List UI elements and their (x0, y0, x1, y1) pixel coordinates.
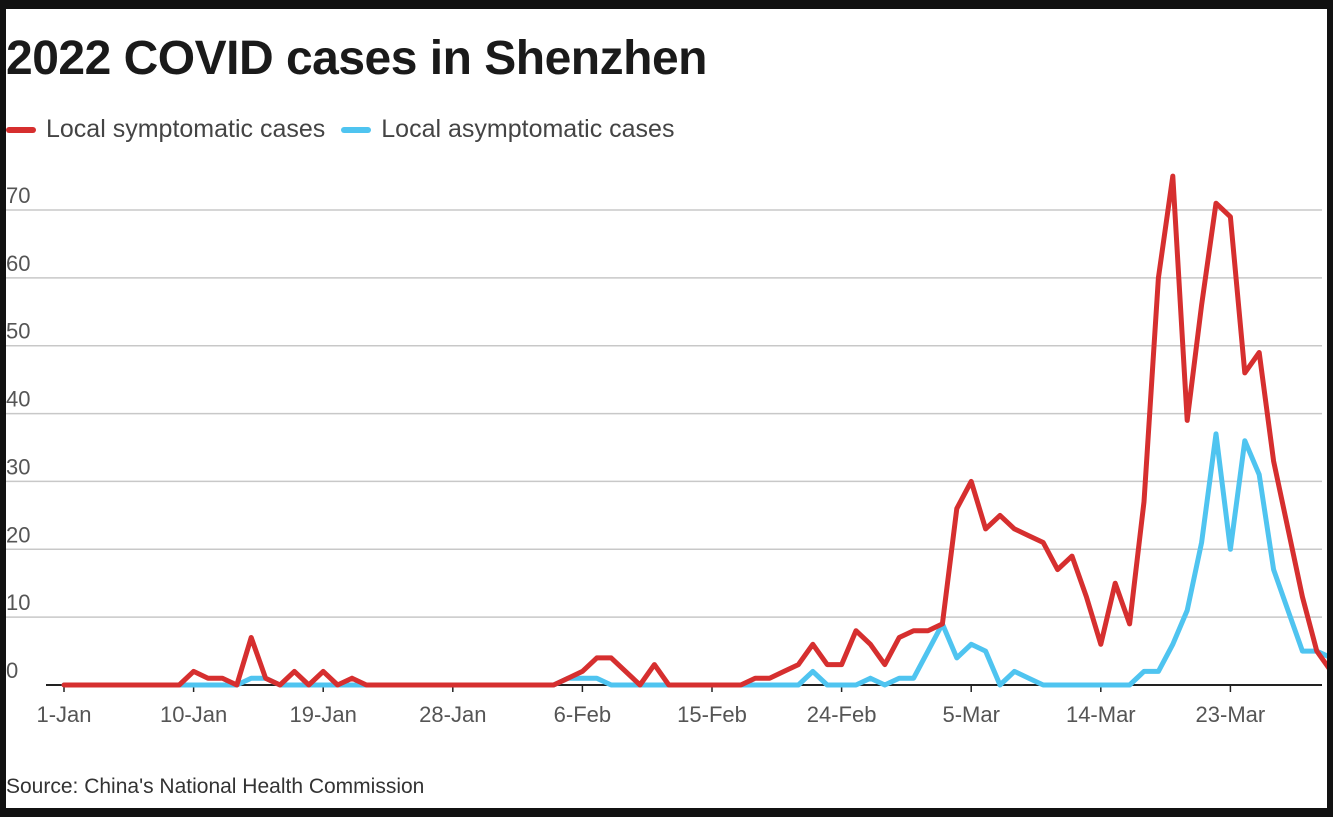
legend-item-symptomatic: Local symptomatic cases (6, 115, 325, 144)
y-tick-label-10: 10 (6, 590, 30, 615)
x-tick-label-15-Feb: 15-Feb (677, 702, 747, 727)
y-tick-label-50: 50 (6, 319, 30, 344)
y-tick-label-0: 0 (6, 658, 18, 683)
y-tick-label-60: 60 (6, 251, 30, 276)
legend-item-asymptomatic: Local asymptomatic cases (341, 115, 674, 144)
legend-swatch-asymptomatic (341, 126, 372, 133)
x-tick-label-19-Jan: 19-Jan (290, 702, 357, 727)
x-tick-label-23-Mar: 23-Mar (1196, 702, 1266, 727)
y-tick-label-40: 40 (6, 387, 30, 412)
x-tick-label-10-Jan: 10-Jan (160, 702, 227, 727)
x-tick-label-6-Feb: 6-Feb (554, 702, 611, 727)
x-tick-label-5-Mar: 5-Mar (942, 702, 999, 727)
x-tick-label-1-Jan: 1-Jan (36, 702, 91, 727)
y-tick-label-30: 30 (6, 454, 30, 479)
series-line-symptomatic (61, 173, 1327, 688)
chart-card: 2022 COVID cases in Shenzhen Local sympt… (6, 9, 1327, 808)
x-tick-label-24-Feb: 24-Feb (807, 702, 877, 727)
source-note: Source: China's National Health Commissi… (6, 775, 425, 798)
legend-label-asymptomatic: Local asymptomatic cases (381, 115, 675, 143)
chart-title: 2022 COVID cases in Shenzhen (6, 32, 707, 85)
x-tick-label-28-Jan: 28-Jan (419, 702, 486, 727)
legend-label-symptomatic: Local symptomatic cases (46, 115, 326, 143)
legend: Local symptomatic cases Local asymptomat… (6, 115, 690, 144)
legend-swatch-symptomatic (6, 126, 36, 133)
line-chart: 0 10 20 30 40 50 60 70 1-Jan 10-Jan 19-Jan 28-Jan 6-… (6, 173, 1327, 727)
x-tick-label-14-Mar: 14-Mar (1066, 702, 1136, 727)
y-tick-label-70: 70 (6, 183, 30, 208)
y-tick-label-20: 20 (6, 522, 30, 547)
